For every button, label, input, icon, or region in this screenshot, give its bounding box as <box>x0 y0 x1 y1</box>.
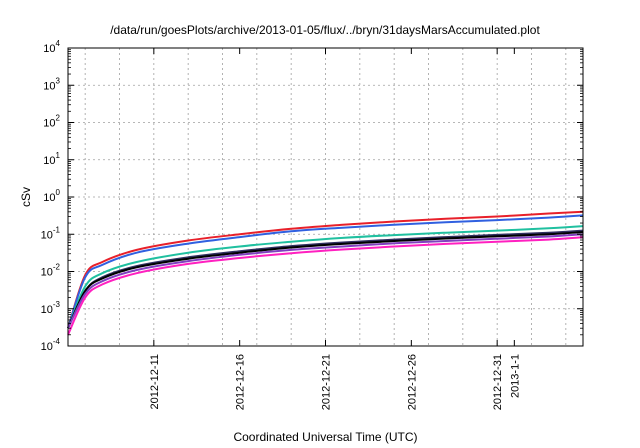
y-tick-label: 10-4 <box>41 337 61 353</box>
series-line-7 <box>67 236 584 336</box>
series-line-4 <box>67 229 584 329</box>
plot-frame <box>67 47 584 347</box>
y-tick-label: 101 <box>43 151 60 167</box>
y-tick-label: 103 <box>43 76 60 92</box>
x-axis: 2012-12-11 2012-12-16 2012-12-21 2012-12-26… <box>149 48 521 410</box>
x-tick-label: 2012-12-31 <box>492 354 504 410</box>
y-axis-title: cSv <box>19 187 33 207</box>
y-axis: 10-4 10-3 10-2 10-1 100 101 102 103 104 <box>41 39 583 353</box>
series-group <box>67 210 584 336</box>
series-line-6 <box>67 233 584 329</box>
grid <box>68 48 583 346</box>
y-tick-label: 102 <box>43 114 60 130</box>
series-line-3 <box>67 225 584 329</box>
x-tick-label: 2012-12-21 <box>321 354 333 410</box>
x-tick-label: 2012-12-11 <box>149 354 161 409</box>
series-line-1 <box>67 210 584 329</box>
x-tick-label: 2013-1-1 <box>509 354 521 398</box>
x-axis-title: Coordinated Universal Time (UTC) <box>233 430 417 444</box>
series-line-5 <box>67 231 584 329</box>
plot-title: /data/run/goesPlots/archive/2013-01-05/f… <box>110 23 540 37</box>
y-tick-label: 100 <box>43 188 60 204</box>
x-tick-label: 2012-12-16 <box>235 354 247 410</box>
x-tick-label: 2012-12-26 <box>406 354 418 410</box>
series-line-2 <box>67 214 584 329</box>
y-tick-label: 104 <box>43 39 60 55</box>
y-tick-label: 10-1 <box>41 225 61 241</box>
y-tick-label: 10-2 <box>41 263 61 279</box>
y-tick-label: 10-3 <box>41 300 61 316</box>
